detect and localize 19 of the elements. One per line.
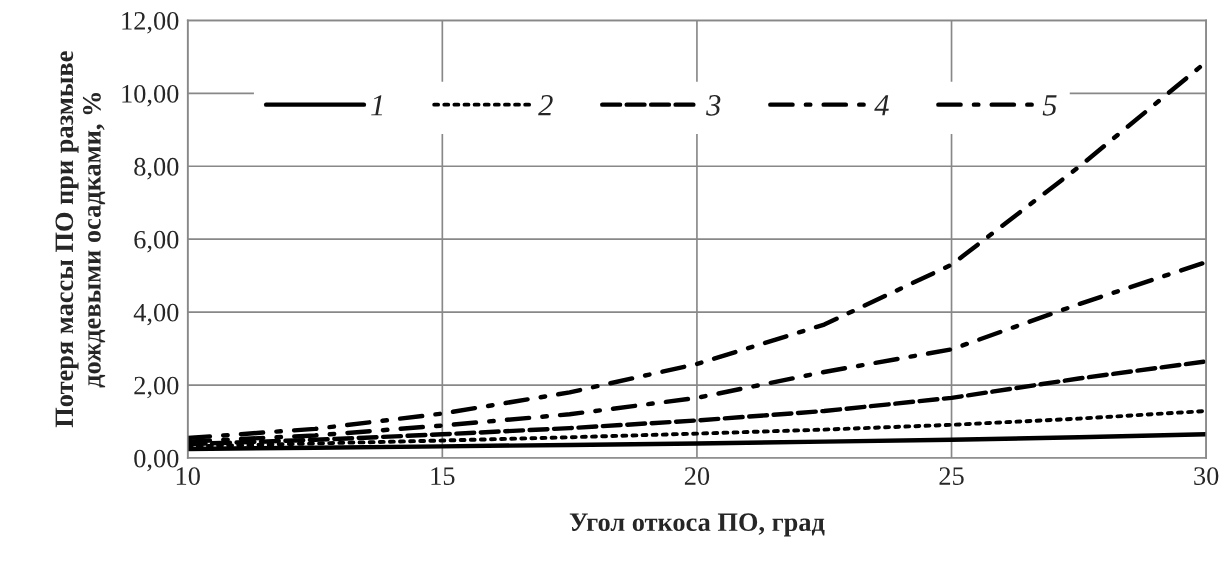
legend-label: 1 (371, 95, 383, 116)
legend-label: 4 (874, 95, 889, 116)
x-tick-label: 15 (431, 467, 455, 485)
x-tick-label: 20 (684, 467, 710, 485)
x-tick-label: 30 (1194, 467, 1219, 485)
legend-label: 5 (1042, 95, 1057, 116)
y-tick-label: 0,00 (134, 449, 179, 472)
legend-label: 3 (706, 95, 721, 116)
x-axis-title: Угол откоса ПО, град (569, 513, 825, 537)
legend-label: 2 (538, 95, 553, 116)
x-tick-label: 25 (939, 467, 964, 485)
y-axis-title: Потеря массы ПО при размыве дождевыми осадками, % (55, 51, 106, 428)
y-tick-label: 2,00 (134, 376, 179, 399)
y-tick-label: 4,00 (133, 303, 179, 326)
y-tick-label: 8,00 (134, 157, 179, 180)
x-tick-label: 10 (176, 467, 200, 485)
y-tick-label: 6,00 (134, 230, 179, 253)
y-tick-label: 12,00 (122, 11, 179, 34)
y-tick-label: 10,00 (122, 84, 179, 107)
